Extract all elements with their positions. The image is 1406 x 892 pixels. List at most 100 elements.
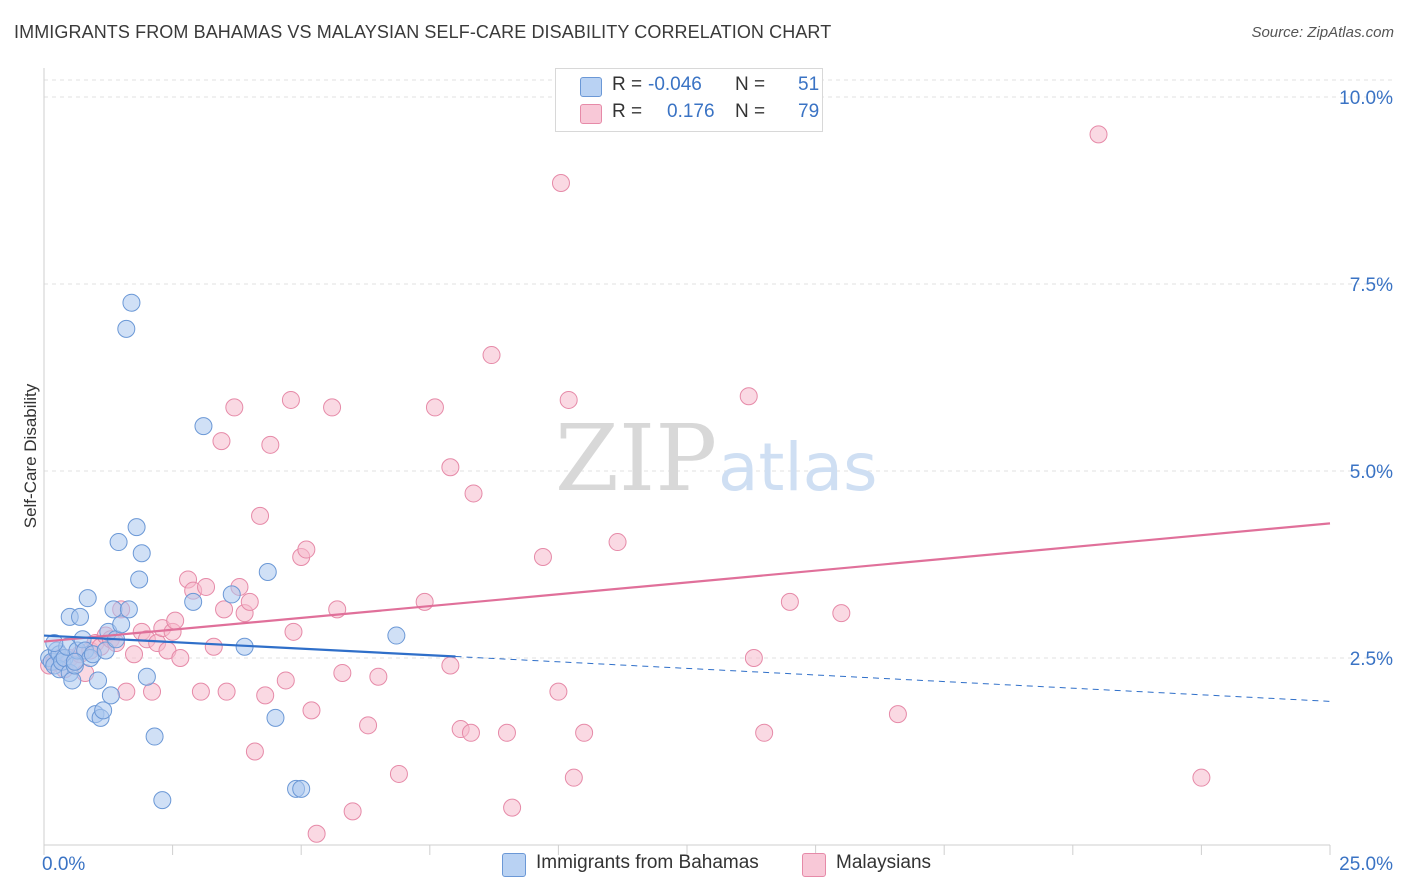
stats-box: R = -0.046 N = 51 R = 0.176 N = 79 [555,68,823,132]
bahamas-point [194,417,213,436]
bahamas-point [132,544,151,563]
bahamas-point [63,671,82,690]
malaysians-legend-swatch [802,853,826,877]
malaysians-trend-line [43,522,1331,643]
bahamas-point [101,686,120,705]
malaysians-point [191,682,210,701]
malaysians-point [441,458,460,477]
bahamas-point [130,570,149,589]
malaysians-point [780,592,799,611]
malaysians-swatch [580,104,602,124]
malaysians-point [215,600,234,619]
malaysians-point [143,682,162,701]
malaysians-point [441,656,460,675]
malaysians-point [125,645,144,664]
malaysians-point [832,604,851,623]
malaysians-point [251,506,270,525]
malaysians-point [359,716,378,735]
malaysians-point [739,387,758,406]
r-label: R = [612,101,643,122]
bahamas-point [112,615,131,634]
n-value: 51 [798,74,820,95]
x-tick-label: 25.0% [1339,854,1393,875]
bahamas-trend-line [43,634,456,658]
bahamas-point [45,634,64,653]
malaysians-point [888,705,907,724]
malaysians-point [256,686,275,705]
malaysians-point [497,723,516,742]
bahamas-point [127,518,146,537]
y-tick-label: 7.5% [1350,275,1393,296]
y-axis-label: Self-Care Disability [21,383,40,528]
malaysians-point [212,432,231,451]
bahamas-point [184,592,203,611]
malaysians-point [744,649,763,667]
malaysians-point [343,802,362,821]
r-value: -0.046 [648,74,702,95]
source-label: Source: ZipAtlas.com [1251,24,1394,41]
y-tick-label: 2.5% [1350,649,1393,670]
bahamas-point [292,779,311,798]
y-tick-label: 5.0% [1350,462,1393,483]
malaysians-point [117,682,136,701]
x-tick-label: 0.0% [42,854,85,875]
bahamas-point [78,589,97,608]
malaysians-point [171,649,190,667]
bahamas-swatch [580,77,602,97]
y-tick-label: 10.0% [1339,88,1393,109]
malaysians-point [533,548,552,567]
malaysians-point [197,577,216,596]
malaysians-point [1089,125,1108,144]
bahamas-point [137,667,156,686]
malaysians-point [240,592,259,611]
trend-lines [43,522,1331,702]
bahamas-point [258,562,277,581]
malaysians-point [333,663,352,682]
malaysians-point [575,723,594,742]
bahamas-point [117,319,136,338]
watermark-atlas: atlas [718,429,878,506]
malaysians-point [389,764,408,783]
axis-labels: 2.5% 5.0% 7.5% 10.0% 0.0% 25.0% [42,88,1393,875]
bahamas-point [71,607,90,626]
malaysians-point [482,346,501,365]
malaysians-point [284,622,303,641]
bahamas-point [266,708,285,727]
malaysians-point [425,398,444,417]
malaysians-point [307,824,326,843]
bahamas-point [145,727,164,746]
malaysians-point [302,701,321,720]
bahamas-trend-extension [455,656,1331,702]
bahamas-legend-swatch [502,853,526,877]
malaysians-point [608,533,627,552]
n-value: 79 [798,101,820,122]
malaysians-point [166,611,185,630]
bahamas-points [40,293,406,810]
malaysians-point [559,390,578,409]
bahamas-point [89,671,108,690]
malaysians-point [755,723,774,742]
malaysians-point [551,174,570,193]
r-label: R = [612,74,643,95]
bahamas-point [109,533,128,552]
malaysians-point [217,682,236,701]
bahamas-point [65,652,84,671]
bahamas-point [122,293,141,312]
malaysians-point [369,667,388,686]
grid-lines [44,79,1394,659]
bahamas-point [96,641,115,660]
n-label: N = [735,74,766,95]
legend-label: Immigrants from Bahamas [536,852,759,873]
n-label: N = [735,101,766,122]
malaysians-point [276,671,295,690]
malaysians-point [204,637,223,656]
malaysians-point [297,540,316,559]
malaysians-point [464,484,483,503]
malaysians-point [323,398,342,417]
malaysians-point [461,723,480,742]
watermark-zip: ZIP [555,405,717,512]
r-value: 0.176 [667,101,715,122]
malaysians-point [564,768,583,787]
axes [43,68,1331,855]
